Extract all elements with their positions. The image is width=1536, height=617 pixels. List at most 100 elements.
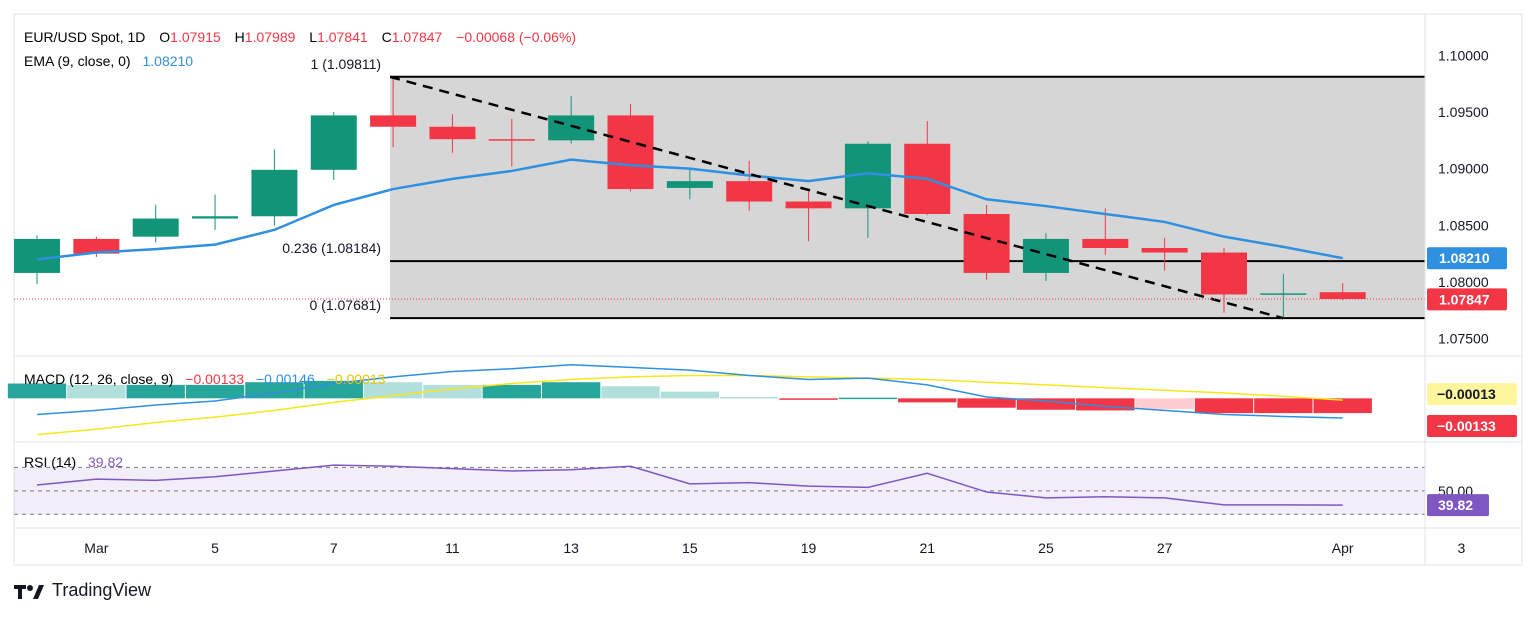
main-pane[interactable]: 1 (1.09811) 0.236 (1.08184) 0 (1.07681) 1.1… [14,47,1507,347]
macd-signal-value: −0.00013 [327,371,386,387]
price-tag-text: 1.08210 [1439,250,1490,266]
macd-histogram-bar [541,382,601,399]
macd-histogram-bar [67,384,126,399]
candle-body [548,115,595,141]
rsi-line [36,464,1343,506]
symbol-title: EUR/USD Spot, 1D [24,29,145,45]
low-label: L [309,29,317,45]
time-tick-label: 7 [330,540,338,556]
candle-body [132,218,179,237]
macd-histogram-bar [1313,398,1372,414]
fib-level-label: 1 (1.09811) [311,56,382,72]
candle-body [607,115,654,190]
price-tick-label: 1.07500 [1438,331,1489,347]
rsi-tag-text: 39.82 [1438,497,1473,513]
price-tick-label: 1.09000 [1438,161,1489,177]
price-tag-bg [1427,288,1507,311]
candle-body [73,238,120,254]
candle-body [1201,252,1247,295]
time-tick-label: Apr [1332,540,1354,556]
candle-body [429,126,476,140]
rsi-value: 39.82 [88,454,123,470]
price-tick-label: 1.10000 [1438,47,1489,63]
fib-level-label: 0 (1.07681) [309,297,381,313]
close-label: C [382,29,392,45]
macd-line-value: −0.00146 [256,371,315,387]
macd-histogram-bar [957,398,1016,408]
time-tick-label: Mar [84,540,108,556]
macd-histogram-bar [482,384,541,399]
ema-label: EMA (9, close, 0) [24,53,131,69]
macd-histogram-bar [1135,398,1194,410]
time-tick-label: 3 [1458,540,1466,556]
candle-body [251,169,298,217]
macd-tag-bg [1427,383,1517,406]
macd-legend: MACD (12, 26, close, 9) −0.00133 −0.0014… [24,371,386,387]
price-tag-bg [1427,247,1507,270]
candle-body [666,181,713,188]
candle-body [370,115,417,127]
macd-histogram-bar [838,397,898,400]
price-tick-label: 1.08000 [1438,274,1489,290]
macd-histogram-bar [779,398,838,400]
time-axis[interactable]: Mar 5 7 11 13 15 19 21 25 27 Apr 3 [84,540,1465,556]
trendline-dashed [389,75,1284,320]
price-tick-label: 1.09500 [1438,104,1489,120]
time-tick-label: 15 [682,540,698,556]
rsi-label: RSI (14) [24,454,76,470]
macd-histogram-bar [660,391,720,399]
price-tag-text: 1.07847 [1439,291,1490,307]
time-tick-label: 21 [919,540,935,556]
macd-tag-bg [1427,415,1517,437]
low-value: 1.07841 [317,29,368,45]
tradingview-logo-icon [14,584,44,599]
macd-histogram-bar [185,384,245,399]
macd-histogram-bar [601,386,660,399]
macd-histogram-bar [126,384,185,399]
time-tick-label: 11 [445,540,460,556]
macd-label: MACD (12, 26, close, 9) [24,371,173,387]
ema-legend: EMA (9, close, 0) 1.08210 [24,53,193,69]
candle-body [1260,293,1307,295]
change-value: −0.00068 (−0.06%) [456,29,576,45]
macd-pane[interactable]: −0.00013 −0.00133 [7,363,1517,437]
time-tick-label: 13 [563,540,579,556]
candle-body [192,216,239,219]
chart-frame [13,13,1523,566]
time-tick-label: 5 [211,540,219,556]
open-value: 1.07915 [170,29,221,45]
rsi-tag-bg [1427,494,1489,517]
ema-line [36,158,1343,261]
candle-body [726,181,773,202]
candle-body [14,238,60,273]
candle-body [1082,238,1129,248]
time-tick-label: 19 [801,540,817,556]
macd-tag-text: −0.00013 [1437,386,1496,402]
macd-histogram-bar [898,398,957,403]
time-tick-label: 27 [1157,540,1173,556]
footer[interactable]: TradingView [14,580,151,601]
high-value: 1.07989 [245,29,296,45]
macd-line [36,363,1343,419]
rsi-legend: RSI (14) 39.82 [24,454,123,470]
candle-body [310,115,357,170]
macd-signal-line [36,374,1343,436]
symbol-legend: EUR/USD Spot, 1D O1.07915 H1.07989 L1.07… [24,29,576,45]
fib-level-label: 0.236 (1.08184) [282,240,381,256]
candle-body [1141,248,1188,253]
macd-histogram-bar [1254,398,1313,414]
ema-value: 1.08210 [142,53,193,69]
macd-hist-value: −0.00133 [185,371,244,387]
candle-body [785,201,832,209]
macd-histogram-bar [1194,398,1254,414]
macd-histogram-bar [7,383,67,399]
macd-tag-text: −0.00133 [1437,418,1496,434]
open-label: O [159,29,170,45]
time-tick-label: 25 [1038,540,1054,556]
tradingview-brand: TradingView [52,580,152,600]
close-value: 1.07847 [392,29,443,45]
candle-body [1022,238,1069,273]
high-label: H [235,29,245,45]
